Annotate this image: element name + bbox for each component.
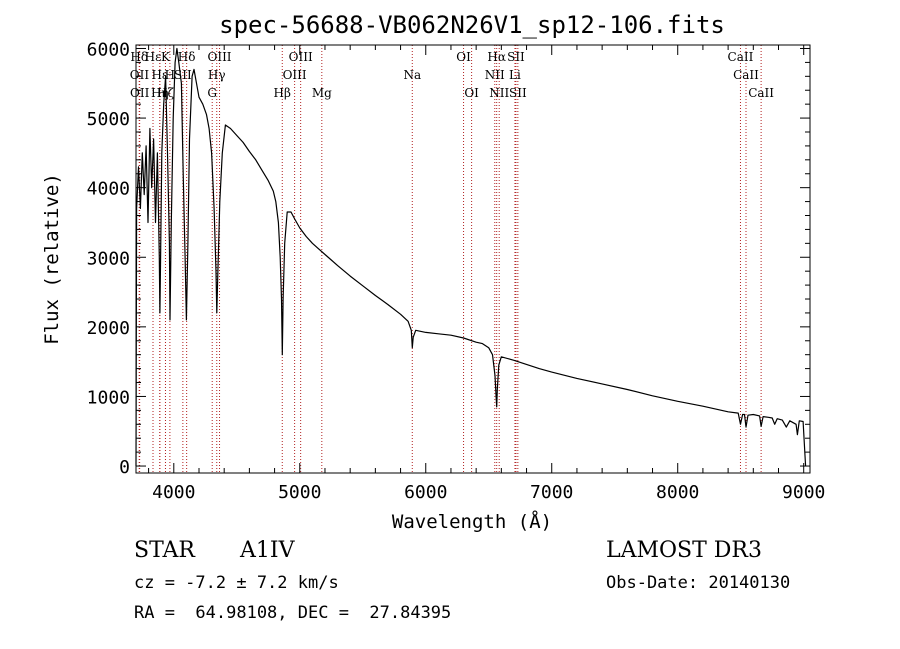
y-tick-label: 0	[119, 457, 130, 478]
line-labels: HδOIIOIIHεHηHεKHζHHδSIIOIIIHγGOIIIOIIIHβ…	[130, 50, 775, 100]
spectral-line-label: Mg	[312, 86, 332, 100]
y-tick-label: 3000	[87, 248, 130, 269]
spectrum-series-line	[135, 47, 807, 467]
spectral-line-label: NII	[485, 68, 505, 82]
y-tick-label: 2000	[87, 318, 130, 339]
spectral-line-label: SII	[174, 68, 192, 82]
y-tick-label: 4000	[87, 179, 130, 200]
x-tick-label: 8000	[656, 482, 699, 503]
x-axis: 4000 5000 6000 7000 8000 9000	[148, 45, 825, 503]
object-class: STAR	[134, 538, 195, 563]
spectral-line-label: K	[161, 50, 171, 64]
object-subclass: A1IV	[240, 538, 295, 563]
spectral-line-label: OII	[130, 86, 150, 100]
spectral-line-label: NII	[489, 86, 509, 100]
obs-date-text: Obs-Date: 20140130	[606, 573, 791, 593]
spectral-line-label: OI	[464, 86, 479, 100]
spectral-line-label: OI	[456, 50, 471, 64]
spectral-line-label: Hδ	[178, 50, 196, 64]
spectral-line-label: Hδ	[130, 50, 148, 64]
spectral-line-label: Li	[509, 68, 521, 82]
spectral-line-label: Hβ	[274, 86, 291, 100]
x-tick-label: 7000	[530, 482, 573, 503]
spectral-line-label: CaII	[733, 68, 759, 82]
y-tick-label: 5000	[87, 109, 130, 130]
spectral-line-label: Hγ	[208, 68, 226, 82]
chart-title: spec-56688-VB062N26V1_sp12-106.fits	[219, 11, 725, 39]
y-tick-label: 1000	[87, 387, 130, 408]
spectral-line-label: G	[207, 86, 217, 100]
line-markers	[138, 45, 762, 473]
spectral-line-label: Hε	[145, 50, 162, 64]
spectral-line-label: SII	[507, 50, 525, 64]
spectral-line-label: Hε	[151, 68, 168, 82]
x-tick-label: 9000	[782, 482, 825, 503]
x-tick-label: 6000	[404, 482, 447, 503]
x-axis-label: Wavelength (Å)	[392, 510, 552, 533]
spectral-line-label: CaII	[748, 86, 774, 100]
y-axis: 0 1000 2000 3000 4000 5000 6000	[87, 39, 810, 478]
y-axis-label: Flux (relative)	[41, 173, 63, 345]
spectral-line-label: CaII	[728, 50, 754, 64]
redshift-text: cz = -7.2 ± 7.2 km/s	[134, 573, 339, 593]
spectral-line-label: Hα	[487, 50, 506, 64]
x-tick-label: 4000	[152, 482, 195, 503]
survey-name: LAMOST DR3	[606, 538, 762, 563]
coordinates-text: RA = 64.98108, DEC = 27.84395	[134, 603, 452, 623]
spectral-line-label: H	[165, 68, 175, 82]
spectral-line-label: SII	[509, 86, 527, 100]
spectral-line-label: OIII	[289, 50, 313, 64]
spectral-line-label: OIII	[207, 50, 231, 64]
y-tick-label: 6000	[87, 39, 130, 60]
spectral-line-label: OIII	[283, 68, 307, 82]
plot-frame	[135, 44, 811, 474]
x-tick-label: 5000	[278, 482, 321, 503]
spectral-line-label: Na	[403, 68, 421, 82]
spectral-line-label: OII	[130, 68, 150, 82]
